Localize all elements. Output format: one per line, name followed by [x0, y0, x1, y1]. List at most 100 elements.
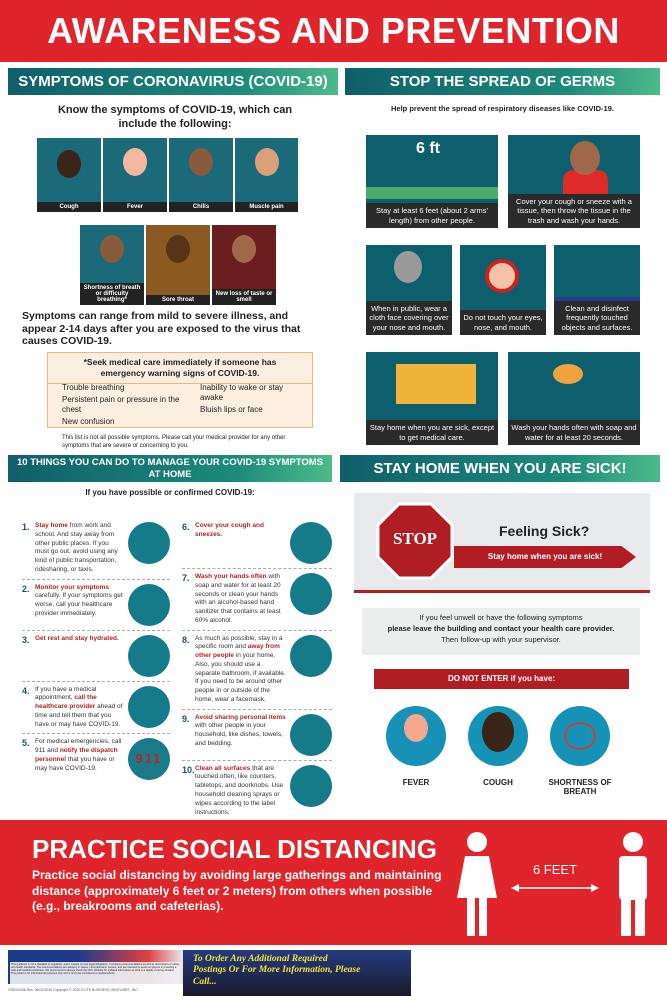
- warning-sign: Persistent pain or pressure in the chest: [62, 395, 180, 414]
- warning-sign: Inability to wake or stay awake: [200, 383, 284, 402]
- list-item: 7. Wash your hands often with soap and wa…: [182, 568, 332, 630]
- ten-things-column-right: 6. Cover your cough and sneezes. 7. Wash yo…: [182, 518, 332, 821]
- item-text-block: 9. Avoid sharing personal items with othe…: [182, 714, 286, 749]
- item-text: As much as possible, stay in a specific …: [195, 634, 283, 651]
- item-text: For medical emergencies, call 911 and: [35, 738, 122, 755]
- item-text: with soap and water for at least 20 seco…: [195, 573, 281, 624]
- symptoms-header: SYMPTOMS OF CORONAVIRUS (COVID-19): [8, 68, 338, 95]
- feeling-sick-panel: STOP Feeling Sick? Stay home when you ar…: [354, 493, 650, 593]
- cough-icon: [468, 706, 528, 766]
- item-illustration-icon: [290, 573, 332, 615]
- social-distancing-text: Practice social distancing by avoiding l…: [32, 868, 442, 914]
- six-ft-label: 6 ft: [416, 140, 440, 157]
- list-item: 8. As much as possible, stay in a specifi…: [182, 629, 332, 709]
- symptom-tile-shortness-of-breath: Shortness of breath or difficulty breath…: [80, 225, 144, 305]
- item-text-block: 2. Monitor your symptoms carefully. If yo…: [22, 584, 124, 619]
- item-highlight: Stay home: [35, 522, 68, 529]
- stop-sign-icon: [376, 502, 454, 580]
- symptom-label-fever: FEVER: [402, 778, 430, 787]
- item-highlight: call the healthcare provider: [35, 694, 97, 711]
- list-item: 1. Stay home from work and school. And st…: [22, 518, 170, 579]
- ten-things-intro: If you have possible or confirmed COVID-…: [85, 488, 255, 497]
- warning-sign: New confusion: [62, 417, 115, 426]
- symptom-tile-cough: Cough: [37, 138, 101, 212]
- stay-home-banner: Stay home when you are sick!: [454, 546, 636, 568]
- lungs-icon: [550, 706, 610, 766]
- info-line: Then follow-up with your supervisor.: [441, 634, 561, 644]
- list-item: 9. Avoid sharing personal items with othe…: [182, 708, 332, 760]
- stop-text: STOP: [392, 529, 438, 548]
- ten-things-column-left: 1. Stay home from work and school. And st…: [22, 518, 170, 784]
- item-highlight: Avoid sharing personal items: [195, 713, 286, 721]
- info-line: please leave the building and contact yo…: [387, 623, 615, 633]
- item-text-block: 4. If you have a medical appointment, cal…: [22, 686, 124, 730]
- item-text: that you have or may have COVID-19.: [35, 755, 115, 772]
- item-text-block: 10. Clean all surfaces that are touched o…: [182, 765, 286, 818]
- symptom-tile-chills: Chills: [169, 138, 233, 212]
- germs-tile-cover-cough: Cover your cough or sneeze with a tissue…: [508, 135, 640, 228]
- item-text: carefully. If your symptoms get worse, c…: [35, 592, 123, 617]
- symptoms-intro: Know the symptoms of COVID-19, which can…: [57, 104, 293, 131]
- item-highlight: Get rest and stay hydrated.: [35, 634, 119, 642]
- symptoms-range-text: Symptoms can range from mild to severe i…: [22, 310, 301, 348]
- disclaimer-text: This guidance is not a standard or regul…: [10, 962, 181, 984]
- symptom-label-shortness-of-breath: SHORTNESS OF BREATH: [548, 778, 612, 796]
- item-illustration-icon: [290, 713, 332, 756]
- list-item: 10. Clean all surfaces that are touched o…: [182, 759, 332, 822]
- warning-title: *Seek medical care immediately if someon…: [48, 353, 312, 385]
- stay-home-header: STAY HOME WHEN YOU ARE SICK!: [340, 455, 660, 482]
- symptoms-note: This list is not all possible symptoms. …: [62, 435, 286, 449]
- warning-sign: Trouble breathing: [62, 383, 125, 392]
- item-text-block: 1. Stay home from work and school. And st…: [22, 522, 124, 575]
- social-distancing-section: PRACTICE SOCIAL DISTANCING Practice soci…: [0, 820, 667, 945]
- item-highlight: Cover your cough and sneezes.: [195, 522, 264, 538]
- item-number: 10.: [182, 764, 195, 775]
- list-item: 5. For medical emergencies, call 911 and …: [22, 733, 170, 784]
- list-item: 3. Get rest and stay hydrated.: [22, 629, 170, 681]
- item-illustration-icon: [128, 522, 170, 564]
- item-text: from work and school. And stay away from…: [35, 522, 118, 573]
- page-title: AWARENESS AND PREVENTION: [0, 0, 667, 62]
- ten-things-header-text: 10 THINGS YOU CAN DO TO MANAGE YOUR COVI…: [17, 457, 323, 480]
- item-number: 2.: [22, 583, 30, 594]
- item-illustration-icon: [290, 522, 332, 564]
- item-text-block: 7. Wash your hands often with soap and wa…: [182, 573, 286, 626]
- item-illustration-icon: 911: [128, 738, 170, 781]
- item-highlight: Monitor your symptoms: [35, 583, 110, 591]
- item-number: 9.: [182, 713, 190, 724]
- item-text: with other people in your household, lik…: [195, 722, 283, 748]
- germs-header: STOP THE SPREAD OF GERMS: [345, 68, 660, 95]
- item-illustration-icon: [290, 764, 332, 807]
- copyright-text: CRNV2436 Rev. 06/01/2020 Copyright © 202…: [8, 988, 139, 992]
- item-number: 1.: [22, 522, 30, 532]
- item-text-block: 6. Cover your cough and sneezes.: [182, 522, 286, 540]
- do-not-enter-bar: DO NOT ENTER if you have:: [374, 669, 629, 689]
- item-number: 6.: [182, 522, 190, 532]
- people-distance-icon: [457, 832, 647, 936]
- item-text: in your home. Also, you should use a sep…: [195, 652, 286, 703]
- item-text-block: 5. For medical emergencies, call 911 and …: [22, 738, 124, 773]
- item-number: 5.: [22, 738, 30, 749]
- item-number: 4.: [22, 685, 30, 696]
- item-number: 8.: [182, 634, 190, 645]
- symptom-label-cough: COUGH: [483, 778, 513, 787]
- flag-graphic: This guidance is not a standard or regul…: [8, 950, 183, 984]
- item-text: If you have a medical appointment,: [35, 685, 97, 702]
- item-illustration-icon: [128, 583, 170, 626]
- germs-tile-stay-home: Stay home when you are sick, except to g…: [366, 352, 498, 445]
- social-distancing-title: PRACTICE SOCIAL DISTANCING: [32, 834, 437, 864]
- item-highlight: Wash your hands often: [195, 573, 267, 580]
- item-highlight: Clean all surfaces: [195, 764, 251, 772]
- symptom-tile-sore-throat: Sore throat: [146, 225, 210, 305]
- germs-intro: Help prevent the spread of respiratory d…: [390, 104, 614, 113]
- item-number: 7.: [182, 573, 190, 583]
- item-text: that are touched often, like counters, t…: [195, 764, 284, 816]
- germs-tile-face-covering: When in public, wear a cloth face coveri…: [366, 245, 452, 335]
- warning-sign: Bluish lips or face: [200, 405, 263, 414]
- symptom-tile-muscle-pain: Muscle pain: [235, 138, 298, 212]
- item-highlight: notify the dispatch personnel: [35, 747, 118, 763]
- item-number: 3.: [22, 634, 30, 645]
- order-banner: To Order Any Additional Required Posting…: [183, 950, 411, 996]
- nine-one-one-text: 911: [135, 751, 163, 767]
- item-illustration-icon: [128, 634, 170, 677]
